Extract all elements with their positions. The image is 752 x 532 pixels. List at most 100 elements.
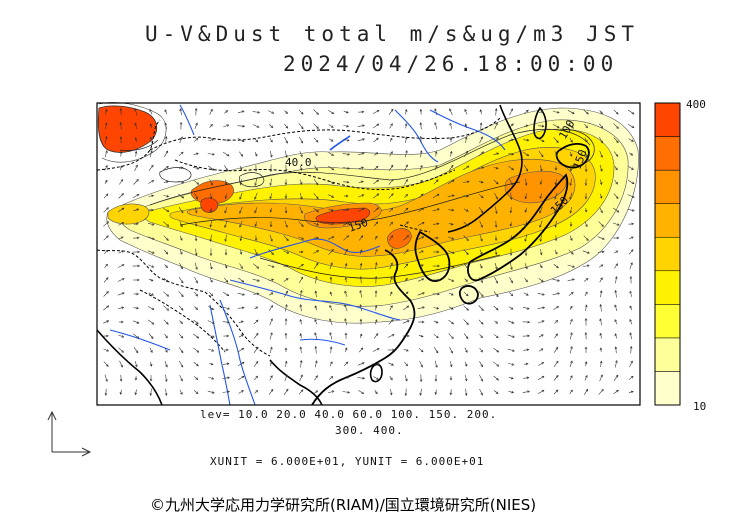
wind-arrow [103, 291, 109, 297]
wind-arrow-head [527, 390, 530, 394]
wind-arrow [463, 235, 469, 241]
wind-arrow [600, 290, 602, 298]
wind-arrow [209, 262, 213, 270]
wind-arrow [510, 235, 512, 241]
wind-arrow-head [526, 153, 530, 157]
wind-arrow [313, 193, 319, 199]
contour-lines [119, 128, 595, 279]
wind-arrow-head [480, 195, 484, 199]
wind-arrow-head [539, 196, 542, 199]
wind-arrow [163, 305, 169, 311]
wind-arrow-head [511, 390, 515, 394]
wind-arrow [463, 221, 469, 227]
wind-arrow [315, 346, 317, 354]
river-amur [429, 109, 506, 151]
wind-arrow [435, 151, 437, 157]
wind-arrow [135, 151, 137, 157]
wind-arrow [508, 377, 514, 379]
wind-arrow [600, 179, 602, 185]
wind-arrow [133, 347, 139, 353]
wind-arrow-head [106, 221, 110, 224]
wind-arrow-head [241, 375, 245, 379]
wind-arrow-head [376, 123, 380, 127]
wind-arrow [614, 304, 618, 312]
wind-arrow-head [555, 251, 558, 255]
wind-arrow-head [405, 178, 408, 182]
wind-arrow [478, 319, 484, 325]
wind-arrow-head [180, 364, 184, 368]
wind-arrow-head [557, 292, 561, 295]
wind-arrow-head [241, 110, 245, 113]
wind-arrow [629, 262, 633, 270]
wind-arrow [148, 195, 154, 197]
wind-arrow-head [570, 389, 573, 393]
wind-arrow [222, 139, 230, 141]
wind-arrow-head [571, 111, 575, 114]
wind-arrow-head [150, 336, 154, 339]
wind-arrow-head [449, 392, 453, 396]
wind-arrow [179, 221, 183, 227]
wind-arrow-head [104, 135, 108, 139]
wind-arrow [165, 374, 167, 382]
wind-arrow [179, 263, 183, 269]
wind-arrow [432, 208, 440, 212]
wind-arrow-head [360, 347, 364, 350]
wind-arrow-head [554, 238, 558, 242]
wind-arrow-head [405, 291, 409, 295]
wind-arrow [284, 150, 288, 158]
wind-arrow-head [405, 150, 408, 153]
wind-arrow-head [390, 305, 393, 308]
wind-arrow-head [346, 138, 350, 142]
wind-arrow [178, 276, 184, 284]
wind-arrow [133, 208, 139, 212]
wind-arrow [298, 236, 304, 240]
wind-arrow [359, 249, 363, 255]
wind-arrow-head [541, 320, 545, 323]
wind-arrow [178, 291, 184, 297]
wind-arrow [599, 207, 603, 213]
wind-arrow [147, 236, 155, 240]
wind-arrow [224, 165, 228, 171]
wind-arrow-head [376, 110, 380, 113]
wind-arrow-head [209, 209, 213, 213]
wind-arrow-head [270, 238, 273, 242]
wind-arrow [343, 111, 349, 113]
wind-arrow [164, 333, 168, 339]
wind-arrow [208, 376, 214, 380]
wind-arrow-head [121, 207, 125, 211]
wind-arrow [495, 108, 497, 116]
wind-arrow-head [539, 168, 543, 172]
wind-arrow-head [584, 183, 588, 186]
wind-arrow-head [359, 318, 363, 322]
wind-arrow-head [435, 179, 439, 182]
wind-arrow [554, 249, 558, 255]
wind-arrow [118, 250, 124, 254]
wind-arrow [164, 264, 168, 268]
colorbar-block [654, 136, 681, 171]
wind-arrow-head [569, 183, 572, 187]
wind-arrow [314, 319, 318, 325]
wind-arrow-head [585, 291, 588, 295]
wind-arrow-head [331, 153, 335, 156]
wind-arrow-head [209, 239, 213, 243]
wind-arrow [598, 389, 604, 395]
wind-arrow-head [195, 293, 198, 297]
wind-arrow-head [285, 374, 288, 378]
wind-arrow-head [541, 124, 545, 128]
wind-arrow [463, 333, 469, 339]
reference-vector-horizontal-head [81, 447, 92, 457]
wind-arrow-head [419, 150, 423, 153]
wind-arrow-head [421, 222, 425, 225]
wind-arrow-head [180, 378, 183, 382]
wind-arrow-head [120, 364, 123, 368]
wind-arrow-head [526, 138, 530, 142]
wind-arrow [225, 179, 227, 185]
wind-arrow [163, 291, 169, 297]
wind-arrow-head [270, 154, 273, 158]
vector-units: XUNIT = 6.000E+01, YUNIT = 6.000E+01 [210, 455, 485, 468]
wind-arrow [433, 320, 439, 324]
wind-arrow [254, 207, 258, 213]
wind-arrow-head [615, 196, 619, 199]
wind-arrow-head [105, 249, 109, 253]
wind-arrow-head [227, 307, 230, 310]
